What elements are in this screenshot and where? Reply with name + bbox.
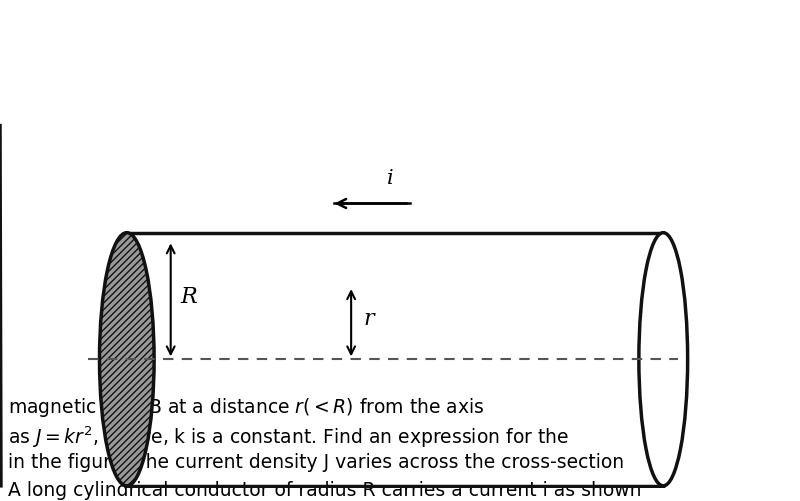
Text: A long cylindrical conductor of radius R carries a current i as shown: A long cylindrical conductor of radius R… — [8, 480, 642, 499]
Text: i: i — [387, 169, 394, 187]
Ellipse shape — [99, 233, 154, 486]
Text: R: R — [181, 286, 197, 308]
Text: as $J = kr^2$, where, k is a constant. Find an expression for the: as $J = kr^2$, where, k is a constant. F… — [8, 424, 569, 449]
Text: magnetic field B at a distance $r( < R)$ from the axis: magnetic field B at a distance $r( < R)$… — [8, 396, 484, 418]
Ellipse shape — [639, 233, 688, 486]
Ellipse shape — [99, 233, 154, 486]
Text: r: r — [364, 308, 374, 330]
Polygon shape — [126, 233, 663, 486]
Text: in the figure. The current density J varies across the cross-section: in the figure. The current density J var… — [8, 452, 624, 471]
